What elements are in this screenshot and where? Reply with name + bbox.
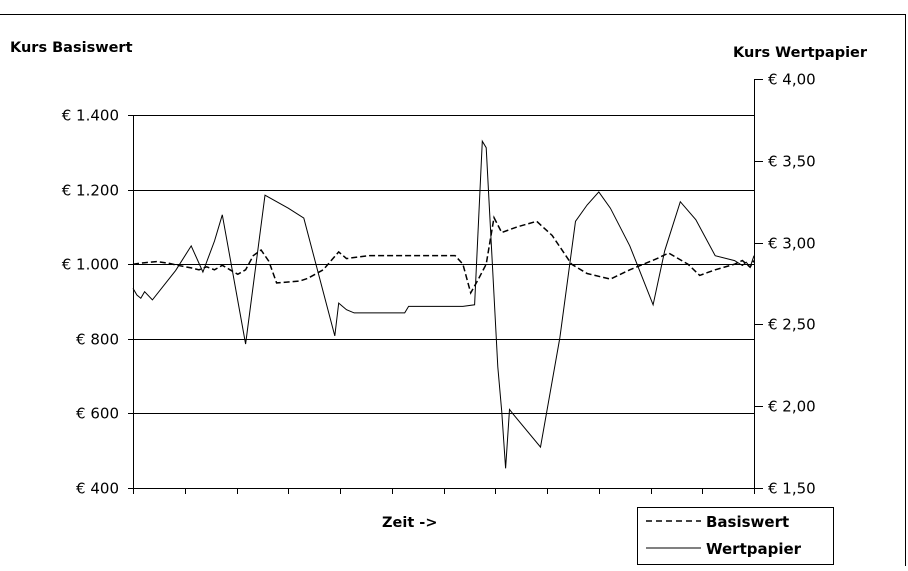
legend-box bbox=[637, 507, 834, 565]
left-tick-label: € 600 bbox=[76, 405, 119, 423]
right-tick-label: € 3,00 bbox=[768, 235, 816, 253]
x-axis-title: Zeit -> bbox=[382, 515, 437, 531]
legend-label-basiswert: Basiswert bbox=[706, 513, 789, 531]
right-tick-label: € 2,50 bbox=[768, 316, 816, 334]
right-axis-title: Kurs Wertpapier bbox=[733, 45, 868, 61]
left-tick-label: € 400 bbox=[76, 480, 119, 498]
right-tick-label: € 2,00 bbox=[768, 398, 816, 416]
left-tick-label: € 1.400 bbox=[62, 107, 119, 125]
series-lines bbox=[132, 139, 755, 469]
left-tick-label: € 1.000 bbox=[62, 256, 119, 274]
right-tick-label: € 3,50 bbox=[768, 153, 816, 171]
right-tick-label: € 4,00 bbox=[768, 71, 816, 89]
left-tick-label: € 800 bbox=[76, 331, 119, 349]
axes bbox=[128, 79, 763, 494]
left-axis-title: Kurs Basiswert bbox=[10, 40, 133, 56]
series-line-basiswert bbox=[132, 215, 755, 295]
tick-labels: € 400 € 600 € 800 € 1.000 € 1.200 € 1.400 € 1,… bbox=[62, 71, 816, 498]
legend: Basiswert Wertpapier bbox=[637, 507, 834, 565]
left-tick-label: € 1.200 bbox=[62, 182, 119, 200]
gridlines bbox=[133, 115, 754, 414]
right-tick-label: € 1,50 bbox=[768, 480, 816, 498]
series-line-wertpapier bbox=[132, 139, 755, 469]
legend-label-wertpapier: Wertpapier bbox=[706, 540, 802, 558]
